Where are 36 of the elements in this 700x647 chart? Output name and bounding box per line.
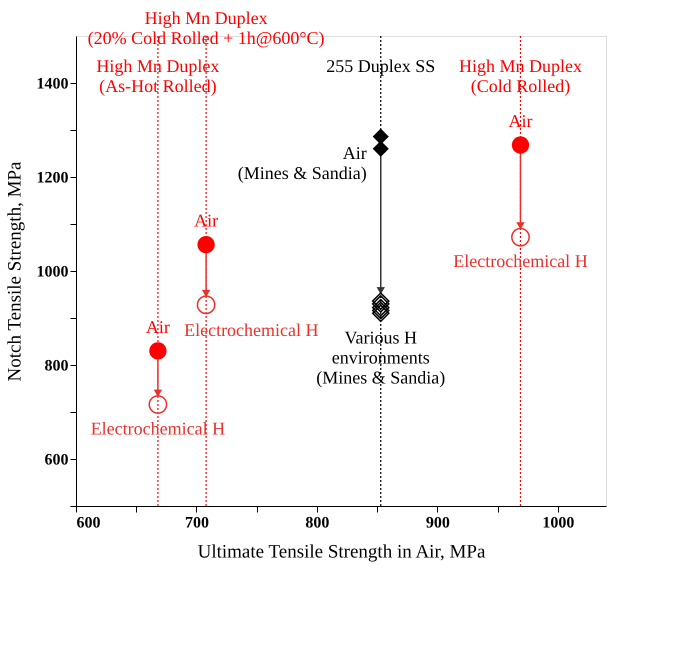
y-tick-label: 1200 — [36, 170, 68, 186]
ref-line-label: High Mn Duplex (20% Cold Rolled + 1h@600°C) — [88, 8, 325, 48]
point — [372, 128, 389, 145]
x-tick-label: 600 — [76, 514, 100, 532]
ref-line-label: High Mn Duplex (As-Hot Rolled) — [96, 56, 220, 96]
point — [512, 136, 530, 154]
x-axis-title: Ultimate Tensile Strength in Air, MPa — [198, 542, 486, 562]
y-tick-label: 800 — [44, 358, 68, 374]
point — [148, 395, 168, 414]
ref-line-label: High Mn Duplex (Cold Rolled) — [458, 56, 582, 96]
point — [197, 236, 215, 254]
y-tick-label: 1000 — [36, 264, 68, 280]
point — [372, 295, 390, 313]
annotation: Electrochemical H — [90, 418, 226, 438]
annotation: Air (Mines & Sandia) — [238, 142, 367, 183]
point — [372, 298, 390, 316]
ref-line-label: 255 Duplex SS — [326, 56, 436, 76]
x-tick-label: 700 — [184, 514, 209, 532]
annotation: Electrochemical H — [184, 320, 319, 340]
point — [372, 140, 389, 157]
point — [372, 304, 390, 322]
annotation: Electrochemical H — [453, 251, 588, 272]
x-tick-label: 800 — [305, 514, 330, 532]
x-tick-label: 900 — [426, 514, 450, 532]
y-tick-label: 1400 — [36, 76, 68, 92]
y-axis-title: Notch Tensile Strength, MPa — [4, 160, 26, 382]
y-tick-label: 600 — [44, 452, 68, 468]
point — [511, 228, 530, 247]
x-tick-label: 1000 — [542, 514, 574, 532]
point — [196, 295, 216, 314]
point — [149, 342, 167, 360]
point — [372, 302, 390, 320]
annotation: Air — [508, 111, 532, 132]
annotation: Air — [194, 210, 218, 231]
point — [372, 292, 390, 310]
annotation: Air — [146, 316, 170, 337]
